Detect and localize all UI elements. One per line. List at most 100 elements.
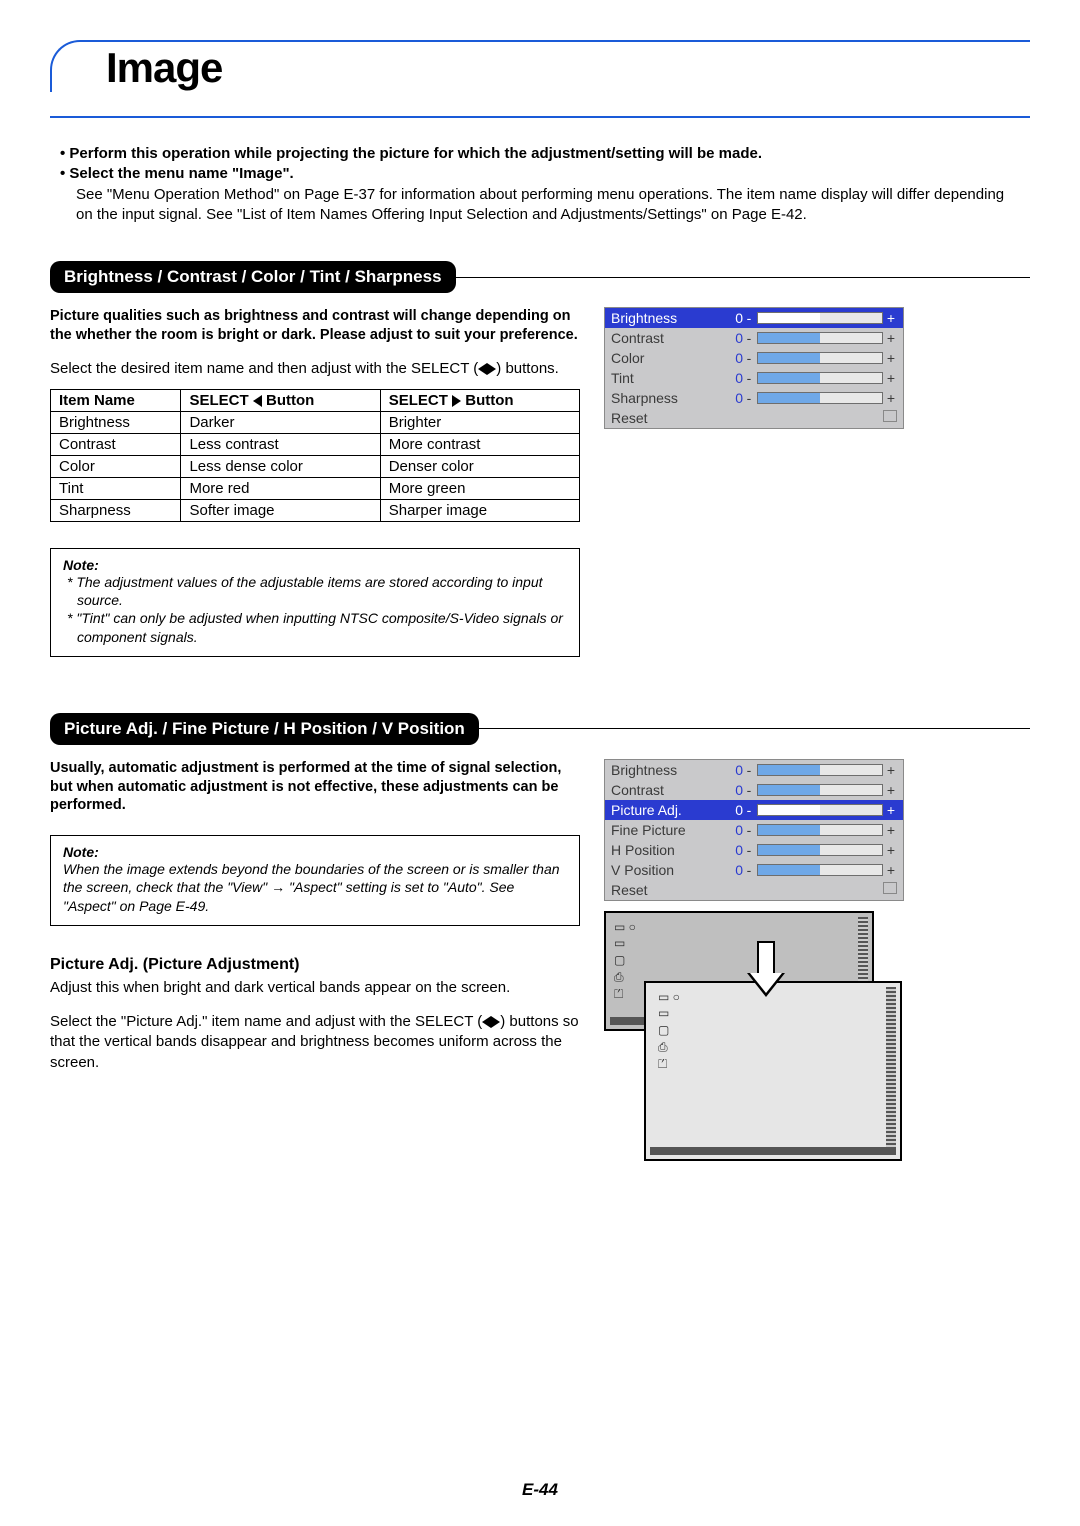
osd-row: Brightness0-+: [605, 308, 903, 328]
minus-icon: -: [743, 350, 755, 366]
table-row: SharpnessSofter imageSharper image: [51, 499, 580, 521]
osd-row: H Position0-+: [605, 840, 903, 860]
minus-icon: -: [743, 802, 755, 818]
note-line: "Tint" can only be adjusted when inputti…: [63, 609, 567, 645]
intro-block: Perform this operation while projecting …: [50, 144, 1030, 225]
triangle-right-icon: [487, 363, 496, 375]
page-title: Image: [78, 44, 1030, 92]
plus-icon: +: [885, 330, 897, 346]
plus-icon: +: [885, 762, 897, 778]
enter-icon: [883, 882, 897, 894]
plus-icon: +: [885, 842, 897, 858]
triangle-left-icon: [482, 1016, 491, 1028]
osd-slider: [757, 764, 883, 776]
page-number: E-44: [0, 1480, 1080, 1500]
section2-title: Picture Adj. / Fine Picture / H Position…: [50, 713, 479, 745]
down-arrow-icon: [749, 941, 783, 1001]
osd-slider: [757, 844, 883, 856]
intro-subtext: See "Menu Operation Method" on Page E-37…: [60, 185, 1020, 226]
osd-slider: [757, 824, 883, 836]
osd-reset-row: Reset: [605, 408, 903, 428]
th-item-name: Item Name: [51, 389, 181, 411]
osd-reset-label: Reset: [611, 410, 648, 426]
osd-panel-2: Brightness0-+Contrast0-+Picture Adj.0-+F…: [604, 759, 904, 901]
triangle-left-icon: [253, 395, 262, 407]
plus-icon: +: [885, 782, 897, 798]
section1-header: Brightness / Contrast / Color / Tint / S…: [50, 261, 1030, 293]
osd-value: 0: [721, 330, 743, 346]
diagram-vertical-bands: [886, 987, 896, 1155]
th-select-left: SELECT Button: [181, 389, 380, 411]
osd-row: Tint0- +: [605, 368, 903, 388]
osd-value: 0: [721, 842, 743, 858]
osd-slider: [757, 864, 883, 876]
table-row: TintMore redMore green: [51, 477, 580, 499]
section1-lead: Picture qualities such as brightness and…: [50, 307, 580, 345]
diagram-symbols: ▭ ○▭▢⎙⏍: [658, 989, 680, 1073]
minus-icon: -: [743, 782, 755, 798]
osd-label: Fine Picture: [611, 822, 721, 838]
minus-icon: -: [743, 862, 755, 878]
intro-bullet-1: Perform this operation while projecting …: [69, 145, 762, 162]
picture-adj-diagram: ▭ ○▭▢⎙⏍ ▭ ○▭▢⎙⏍: [604, 911, 904, 1171]
osd-label: Brightness: [611, 310, 721, 326]
osd-slider: [757, 312, 883, 324]
note-title: Note:: [63, 844, 567, 860]
osd-reset-row: Reset: [605, 880, 903, 900]
osd-label: Brightness: [611, 762, 721, 778]
osd-slider: [757, 784, 883, 796]
osd-slider: [757, 804, 883, 816]
plus-icon: +: [885, 802, 897, 818]
osd-value: 0: [721, 370, 743, 386]
section1-instruction: Select the desired item name and then ad…: [50, 359, 580, 379]
section3-p1: Adjust this when bright and dark vertica…: [50, 978, 580, 998]
section1-rule: [456, 277, 1030, 278]
osd-slider: [757, 372, 883, 384]
osd-label: Color: [611, 350, 721, 366]
section2-header: Picture Adj. / Fine Picture / H Position…: [50, 713, 1030, 745]
minus-icon: -: [743, 762, 755, 778]
osd-panel-1: Brightness0-+Contrast0-+Color0-+Tint0-+S…: [604, 307, 904, 429]
note-line: When the image extends beyond the bounda…: [63, 860, 567, 915]
page-title-container: Image: [50, 40, 1030, 92]
section3-p2: Select the "Picture Adj." item name and …: [50, 1012, 580, 1073]
minus-icon: -: [743, 310, 755, 326]
osd-value: 0: [721, 310, 743, 326]
triangle-left-icon: [478, 363, 487, 375]
intro-bullet-2: Select the menu name "Image".: [69, 165, 293, 182]
plus-icon: +: [885, 350, 897, 366]
title-underline: [50, 116, 1030, 118]
plus-icon: +: [885, 370, 897, 386]
osd-label: Picture Adj.: [611, 802, 721, 818]
section2-rule: [479, 728, 1030, 729]
osd-row: Fine Picture0-+: [605, 820, 903, 840]
minus-icon: -: [743, 330, 755, 346]
osd-value: 0: [721, 782, 743, 798]
osd-reset-label: Reset: [611, 882, 648, 898]
osd-row: Color0- +: [605, 348, 903, 368]
note-line: The adjustment values of the adjustable …: [63, 573, 567, 609]
osd-row: Sharpness0-+: [605, 388, 903, 408]
osd-label: V Position: [611, 862, 721, 878]
osd-value: 0: [721, 762, 743, 778]
minus-icon: -: [743, 390, 755, 406]
osd-label: Tint: [611, 370, 721, 386]
triangle-right-icon: [452, 395, 461, 407]
osd-row: Contrast0- +: [605, 328, 903, 348]
osd-row: V Position0-+: [605, 860, 903, 880]
section2-note-box: Note: When the image extends beyond the …: [50, 835, 580, 926]
minus-icon: -: [743, 370, 755, 386]
osd-label: H Position: [611, 842, 721, 858]
osd-slider: [757, 352, 883, 364]
osd-value: 0: [721, 802, 743, 818]
osd-row: Brightness0- +: [605, 760, 903, 780]
osd-label: Contrast: [611, 782, 721, 798]
plus-icon: +: [885, 390, 897, 406]
osd-value: 0: [721, 350, 743, 366]
plus-icon: +: [885, 862, 897, 878]
osd-slider: [757, 332, 883, 344]
adjustment-table: Item Name SELECT Button SELECT Button Br…: [50, 389, 580, 522]
section2-lead: Usually, automatic adjustment is perform…: [50, 759, 580, 816]
osd-label: Contrast: [611, 330, 721, 346]
section3-title: Picture Adj. (Picture Adjustment): [50, 956, 580, 974]
